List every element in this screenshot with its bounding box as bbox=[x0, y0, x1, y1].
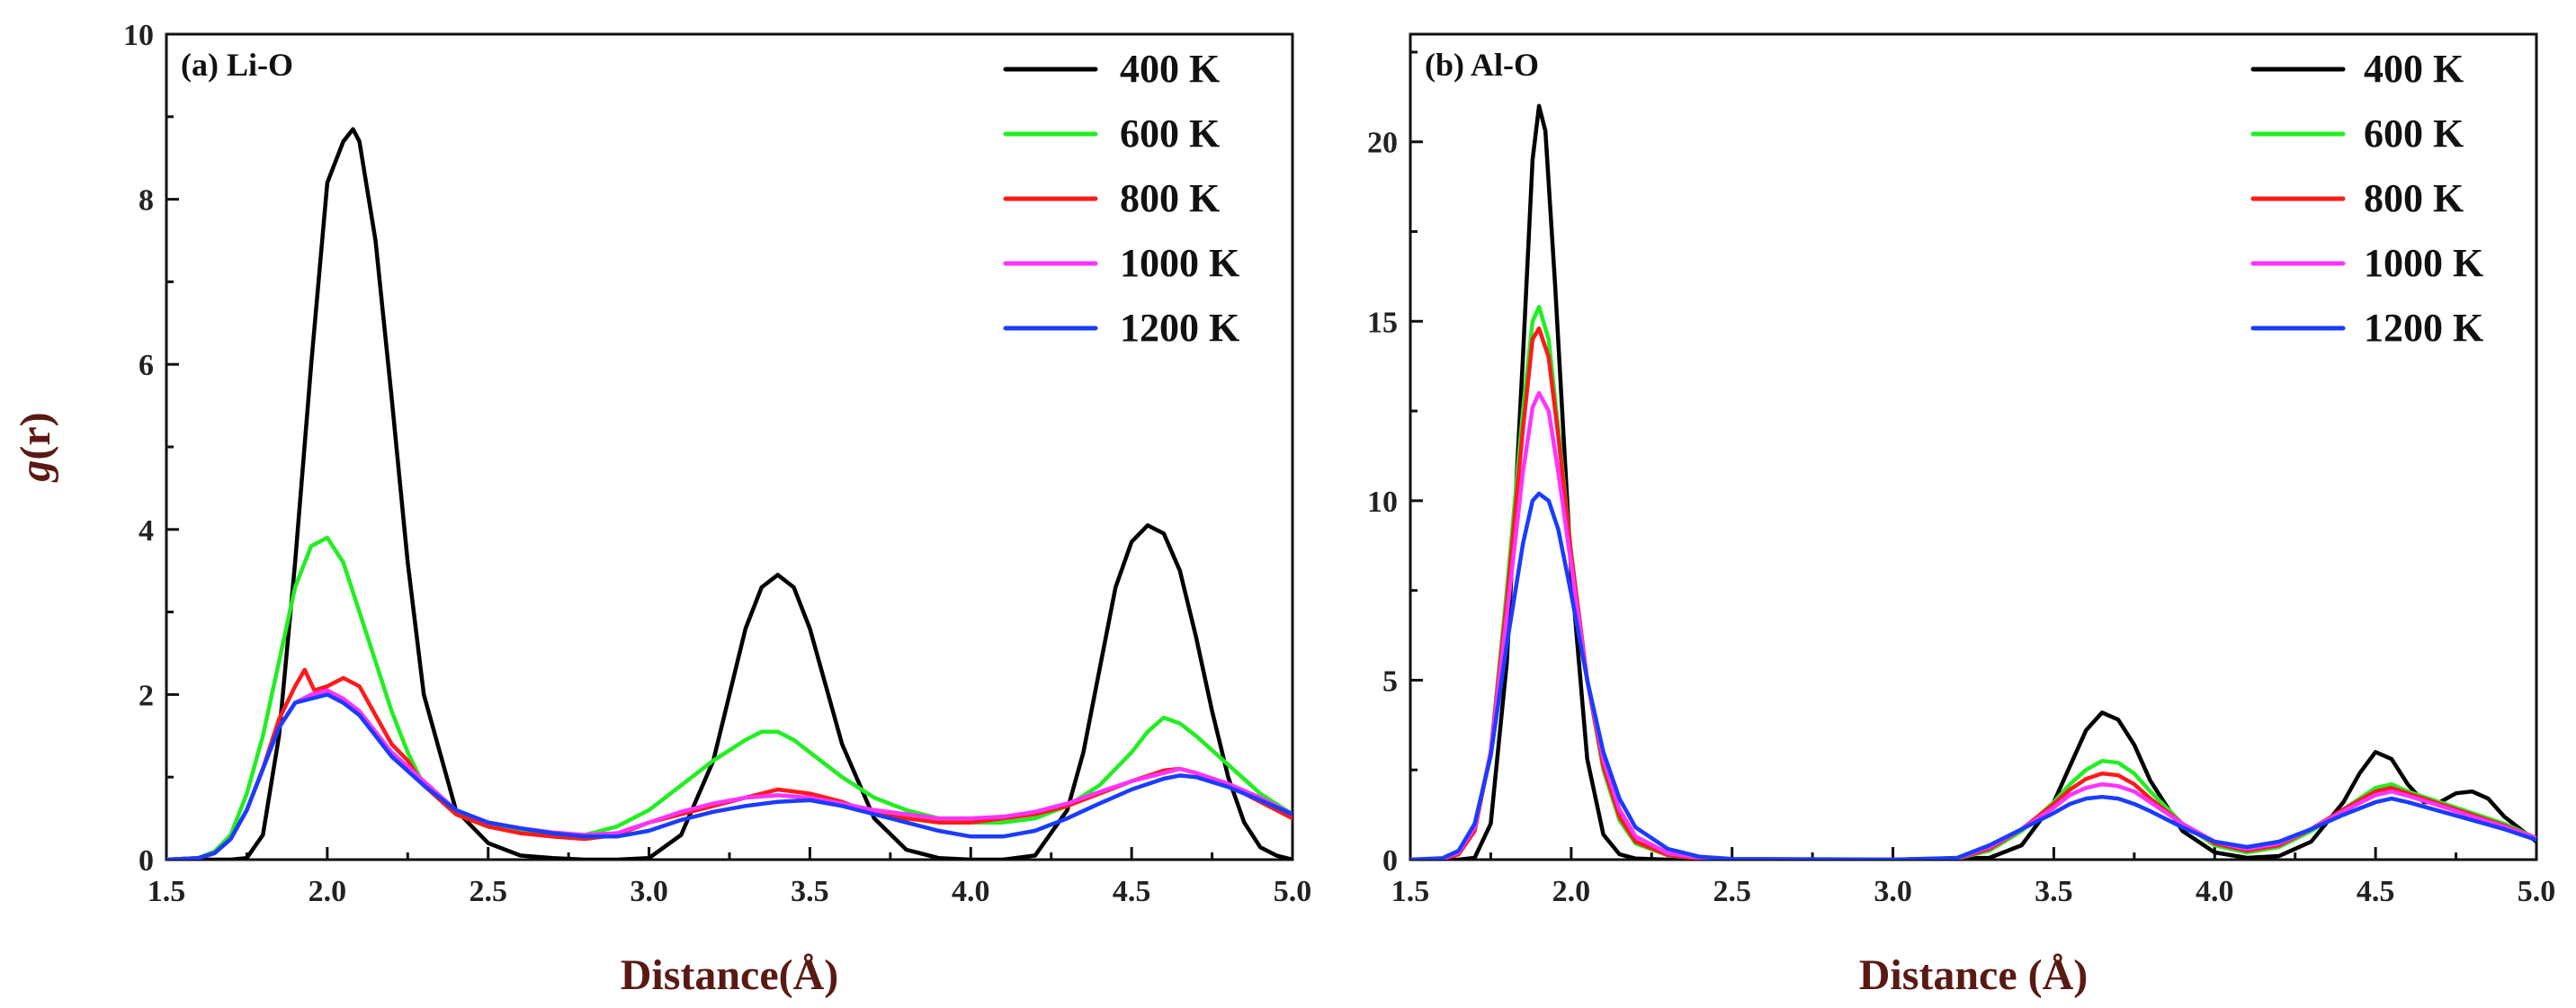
y-tick-label: 5 bbox=[1382, 665, 1398, 698]
x-tick-label: 3.5 bbox=[2035, 875, 2073, 908]
x-tick-label: 2.5 bbox=[1713, 875, 1751, 908]
legend-label: 800 K bbox=[2364, 176, 2464, 220]
x-tick-label: 4.5 bbox=[2357, 875, 2395, 908]
x-tick-label: 2.0 bbox=[309, 875, 347, 908]
series-line-600k bbox=[1410, 305, 2536, 860]
y-tick-label: 0 bbox=[139, 844, 154, 878]
legend-label: 1000 K bbox=[2364, 241, 2483, 285]
series-line-400k bbox=[166, 127, 1292, 860]
y-tick-label: 10 bbox=[1367, 486, 1398, 519]
legend-label: 400 K bbox=[2364, 47, 2464, 91]
x-tick-label: 5.0 bbox=[2518, 875, 2556, 908]
x-tick-label: 1.5 bbox=[1391, 875, 1430, 908]
y-axis-title: g(r) bbox=[12, 412, 59, 482]
series-line-600k bbox=[166, 535, 1292, 860]
x-tick-label: 3.0 bbox=[630, 875, 668, 908]
chart-panel-a: 1.5 2.0 2.5 3.0 3.5 4.0 4.5 5.0 0 2 4 6 8 10 Distance(… bbox=[12, 19, 1311, 999]
x-tick-label: 2.5 bbox=[469, 875, 507, 908]
y-tick-label: 15 bbox=[1367, 306, 1398, 339]
x-axis-title: Distance (Å) bbox=[1859, 951, 2089, 999]
legend: 400 K 600 K 800 K 1000 K 1200 K bbox=[1003, 47, 1239, 350]
legend-label: 400 K bbox=[1120, 47, 1220, 91]
series-group bbox=[166, 127, 1292, 860]
x-tick-label: 1.5 bbox=[148, 875, 186, 908]
y-tick-label: 8 bbox=[139, 184, 154, 218]
y-tick-label: 20 bbox=[1367, 127, 1398, 160]
y-tick-label: 6 bbox=[139, 349, 154, 382]
x-tick-label: 3.5 bbox=[791, 875, 829, 908]
series-line-1000k bbox=[166, 688, 1292, 860]
legend-label: 1000 K bbox=[1120, 241, 1239, 285]
x-tick-label: 4.0 bbox=[2196, 875, 2234, 908]
x-axis-title: Distance(Å) bbox=[621, 951, 839, 999]
series-group bbox=[1410, 103, 2536, 860]
panel-label: (b) Al-O bbox=[1425, 47, 1539, 83]
plot-frame bbox=[1409, 32, 2538, 861]
series-line-400k bbox=[1410, 103, 2536, 860]
legend-label: 1200 K bbox=[1120, 306, 1239, 350]
y-tick-label: 4 bbox=[139, 514, 154, 548]
y-tick-label: 10 bbox=[123, 19, 154, 52]
panel-label: (a) Li-O bbox=[181, 47, 293, 83]
y-tick-label: 0 bbox=[1382, 844, 1398, 878]
legend: 400 K 600 K 800 K 1000 K 1200 K bbox=[2250, 47, 2483, 350]
x-tick-label: 5.0 bbox=[1274, 875, 1312, 908]
legend-label: 600 K bbox=[1120, 112, 1220, 156]
x-tick-label: 2.0 bbox=[1552, 875, 1591, 908]
x-tick-label: 3.0 bbox=[1874, 875, 1912, 908]
y-tick-label: 2 bbox=[139, 679, 154, 712]
series-line-1200k bbox=[1410, 491, 2536, 860]
series-line-800k bbox=[1410, 326, 2536, 860]
legend-label: 600 K bbox=[2364, 112, 2464, 156]
x-tick-label: 4.0 bbox=[952, 875, 990, 908]
legend-label: 800 K bbox=[1120, 176, 1220, 220]
chart-panel-b: 1.5 2.0 2.5 3.0 3.5 4.0 4.5 5.0 0 5 10 15 20 Distance… bbox=[1367, 32, 2556, 999]
legend-label: 1200 K bbox=[2364, 306, 2483, 350]
x-tick-label: 4.5 bbox=[1113, 875, 1151, 908]
series-line-1200k bbox=[166, 692, 1292, 860]
